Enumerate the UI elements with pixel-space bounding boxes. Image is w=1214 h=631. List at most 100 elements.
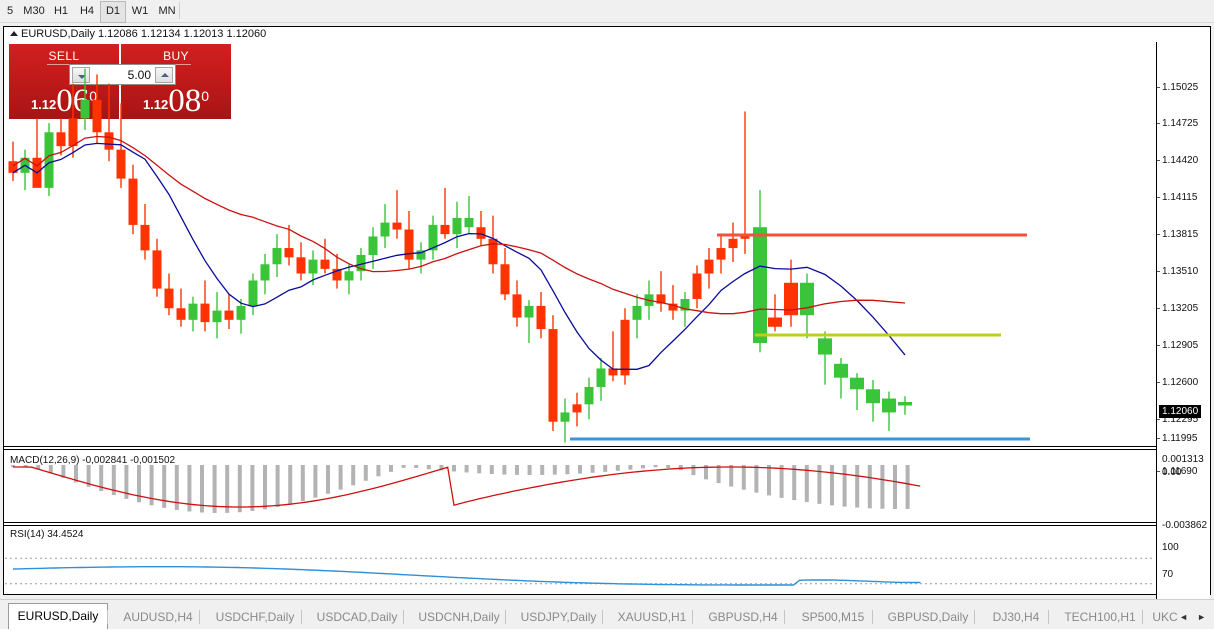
candle-body: [140, 224, 150, 251]
price-tick-label: 1.12905: [1162, 340, 1199, 351]
timeframe-h4-button[interactable]: H4: [79, 5, 95, 17]
macd-histogram-bar: [212, 465, 217, 513]
candle-body: [800, 282, 814, 316]
macd-histogram-bar: [401, 465, 406, 468]
chart-tab-audusd-h4[interactable]: AUDUSD,H4: [123, 610, 193, 624]
candle-body: [500, 264, 510, 295]
candle-body: [200, 303, 210, 323]
collapse-triangle-icon[interactable]: [10, 31, 18, 36]
chart-tab-usdchf-daily[interactable]: USDCHF,Daily: [215, 610, 295, 624]
chart-tab-gbpusd-h4[interactable]: GBPUSD,H4: [708, 610, 778, 624]
candle-body: [248, 280, 258, 306]
tab-separator: [403, 610, 404, 624]
candle-body: [416, 250, 426, 260]
price-pane[interactable]: [5, 42, 1157, 446]
chart-tab-eurusd-daily[interactable]: EURUSD,Daily: [8, 603, 108, 629]
macd-histogram-bar: [162, 465, 167, 508]
rsi-tick-label: 70: [1162, 569, 1174, 580]
one-click-trading-panel[interactable]: SELL 1.12 06 0 BUY 1.12 08 0 5.00: [9, 44, 231, 119]
buy-price-small: 1.12: [142, 97, 169, 112]
macd-histogram-bar: [389, 465, 393, 472]
current-price-tag: 1.12060: [1159, 405, 1202, 418]
price-tick-mark: [1157, 382, 1160, 383]
macd-histogram-bar: [704, 465, 708, 480]
tab-separator: [1142, 610, 1143, 624]
macd-histogram-bar: [288, 465, 293, 505]
candle-body: [56, 132, 66, 147]
tab-separator: [784, 610, 785, 624]
candle-body: [344, 271, 354, 281]
chart-tab-usdcnh-daily[interactable]: USDCNH,Daily: [418, 610, 500, 624]
rsi-line: [12, 566, 921, 586]
timeframe-m30-button[interactable]: M30: [23, 5, 45, 17]
candle-body: [176, 308, 186, 320]
candle-body: [850, 377, 864, 390]
macd-histogram-bar: [36, 465, 41, 470]
price-tick-mark: [1157, 438, 1160, 439]
tab-separator: [1048, 610, 1049, 624]
pane-divider: [4, 446, 1210, 447]
macd-histogram-bar: [149, 465, 154, 506]
buy-price: 1.12 08 0: [121, 68, 231, 119]
candle-body: [572, 404, 582, 413]
timeframe-mn-button[interactable]: MN: [158, 5, 176, 17]
chevron-down-icon: [78, 75, 86, 79]
sell-label: SELL: [46, 49, 82, 65]
buy-price-big: 08: [168, 82, 202, 119]
timeframe-w1-button[interactable]: W1: [131, 5, 149, 17]
rsi-label: RSI(14) 34.4524: [10, 529, 84, 540]
macd-histogram-bar: [111, 465, 116, 496]
timeframe-5-button[interactable]: 5: [6, 5, 14, 17]
candle-body: [212, 310, 222, 323]
price-tick-label: 1.11690: [1162, 466, 1198, 477]
candle-body: [898, 402, 912, 406]
macd-histogram-bar: [603, 465, 608, 472]
chart-tab-dj30-h4[interactable]: DJ30,H4: [992, 610, 1040, 624]
price-tick-label: 1.11995: [1162, 433, 1198, 444]
macd-tick-label: -0.003862: [1162, 520, 1208, 531]
price-scale[interactable]: 1.15025 1.14725 1.14420 1.14115 1.13815 1.135…: [1156, 42, 1210, 631]
chart-tab-usdcad-daily[interactable]: USDCAD,Daily: [316, 610, 398, 624]
candle-body: [584, 386, 594, 405]
macd-histogram-bar: [905, 465, 910, 509]
candle-body: [476, 227, 486, 239]
price-tick-mark: [1157, 234, 1160, 235]
chart-tab-tech100-h1[interactable]: TECH100,H1: [1064, 610, 1136, 624]
price-tick-label: 1.15025: [1162, 82, 1199, 93]
tabs-prev-arrow[interactable]: ◄: [1179, 612, 1188, 622]
candle-body: [716, 248, 726, 260]
chart-tab-usdjpy-daily[interactable]: USDJPY,Daily: [520, 610, 597, 624]
timeframe-d1-button[interactable]: D1: [100, 1, 126, 23]
macd-histogram-bar: [452, 465, 456, 472]
macd-pane[interactable]: [5, 451, 1157, 521]
candle-body: [236, 305, 246, 320]
chart-tab-gbpusd-daily[interactable]: GBPUSD,Daily: [887, 610, 969, 624]
candle-body: [392, 222, 402, 230]
candle-body: [104, 132, 114, 150]
candle-body: [44, 132, 54, 188]
macd-histogram-bar: [174, 465, 179, 510]
rsi-pane[interactable]: [5, 527, 1157, 609]
chevron-up-icon: [161, 73, 169, 77]
candle-body: [284, 248, 294, 258]
macd-histogram-bar: [351, 465, 356, 486]
candle-body: [68, 118, 78, 147]
candle-body: [332, 268, 342, 281]
chart-frame[interactable]: EURUSD,Daily 1.12086 1.12134 1.12013 1.1…: [0, 26, 1211, 631]
candle-body: [704, 259, 714, 274]
candle-body: [728, 238, 738, 249]
candle-body: [80, 99, 90, 119]
price-tick-mark: [1157, 197, 1160, 198]
candle-body: [272, 248, 282, 265]
rsi-tick-label: 100: [1162, 542, 1179, 553]
chart-tab-bar[interactable]: ◄ ► EURUSD,Daily AUDUSD,H4 USDCHF,Daily USD…: [0, 599, 1214, 629]
volume-stepper[interactable]: 5.00: [69, 64, 176, 85]
chart-tab-ukc[interactable]: UKC: [1152, 610, 1178, 624]
volume-value[interactable]: 5.00: [127, 68, 151, 82]
macd-histogram-bar: [187, 465, 192, 512]
chart-tab-sp500-m15[interactable]: SP500,M15: [801, 610, 865, 624]
timeframe-h1-button[interactable]: H1: [53, 5, 69, 17]
chart-tab-xauusd-h1[interactable]: XAUUSD,H1: [617, 610, 687, 624]
volume-increase-button[interactable]: [155, 67, 173, 83]
tabs-next-arrow[interactable]: ►: [1197, 612, 1206, 622]
